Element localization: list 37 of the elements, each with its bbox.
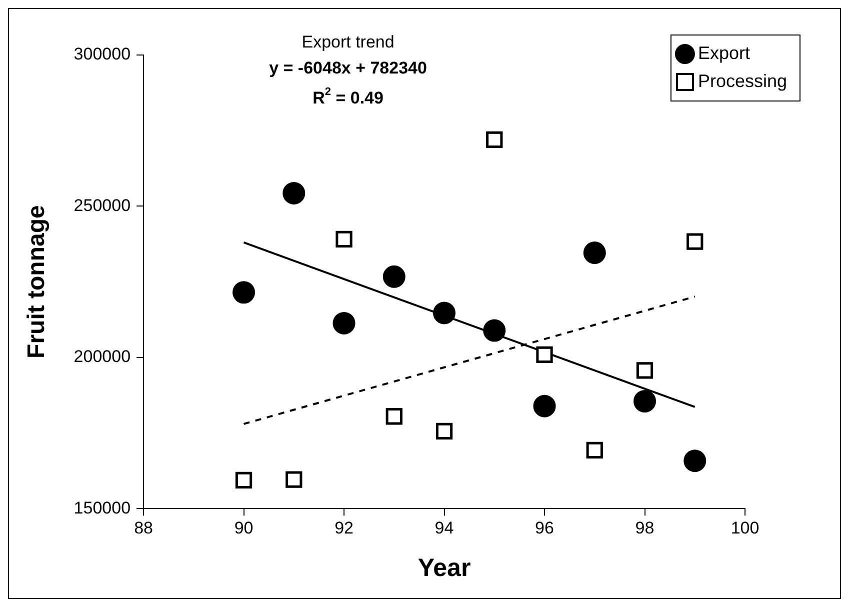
point xyxy=(235,472,252,488)
x-tick-label: 98 xyxy=(635,518,654,538)
point xyxy=(436,422,453,440)
point xyxy=(684,450,706,472)
point xyxy=(433,302,456,324)
x-tick-label: 96 xyxy=(535,518,554,538)
point xyxy=(586,442,603,459)
y-axis-title: Fruit tonnage xyxy=(23,205,50,358)
point xyxy=(533,394,556,418)
x-tick-label: 94 xyxy=(434,518,454,538)
y-tick-label: 250000 xyxy=(74,196,131,215)
point xyxy=(282,182,306,204)
point xyxy=(686,233,704,250)
y-tick-label: 150000 xyxy=(74,498,131,518)
x-tick-label: 88 xyxy=(134,518,153,538)
legend-label: Processing xyxy=(698,70,788,91)
text: Export trend xyxy=(302,32,394,52)
annotation: y = -6048x + 782340 xyxy=(269,58,427,78)
y-tick-label: 200000 xyxy=(74,347,131,366)
x-tick-label: 90 xyxy=(234,518,254,538)
point xyxy=(336,230,352,248)
point xyxy=(486,131,503,148)
point xyxy=(634,390,656,412)
x-tick-label: 92 xyxy=(334,518,354,538)
legend-label: Export xyxy=(698,42,750,63)
y-tick-label: 300000 xyxy=(74,44,131,64)
x-tick-label: 100 xyxy=(730,518,760,538)
point xyxy=(583,242,606,264)
point xyxy=(536,346,553,363)
point xyxy=(232,281,256,304)
point xyxy=(332,312,356,334)
x-axis-title: Year xyxy=(418,554,471,582)
point xyxy=(286,471,302,488)
point xyxy=(386,408,402,425)
point xyxy=(382,265,406,288)
point xyxy=(636,362,654,379)
point xyxy=(483,319,506,342)
